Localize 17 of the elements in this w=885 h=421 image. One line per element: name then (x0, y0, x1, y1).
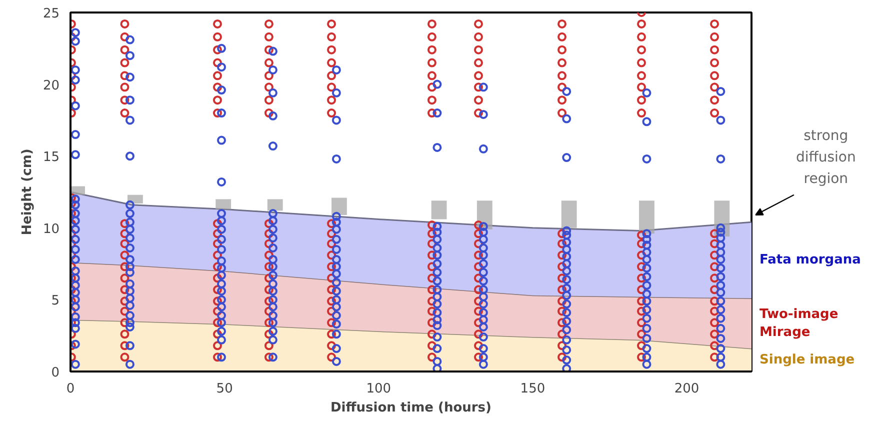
x-tick-label: 150 (520, 382, 546, 396)
y-tick-label: 15 (42, 150, 60, 166)
y-tick-label: 20 (42, 78, 60, 94)
x-axis-title: Diffusion time (hours) (330, 400, 492, 416)
series-label: Single image (760, 352, 855, 368)
y-tick-label: 0 (51, 366, 60, 380)
y-tick-label: 25 (42, 6, 60, 22)
y-tick-label: 5 (51, 294, 60, 309)
y-axis-title: Height (cm) (20, 148, 35, 236)
series-label: Two-image Mirage (760, 306, 838, 340)
y-tick-label: 10 (42, 222, 60, 237)
x-tick-label: 100 (366, 382, 392, 396)
x-tick-label: 50 (216, 382, 233, 396)
series-label: Fata morgana (760, 252, 861, 268)
x-tick-label: 0 (66, 382, 75, 396)
text: strong diffusion region (796, 128, 856, 188)
x-tick-label: 200 (674, 382, 700, 396)
